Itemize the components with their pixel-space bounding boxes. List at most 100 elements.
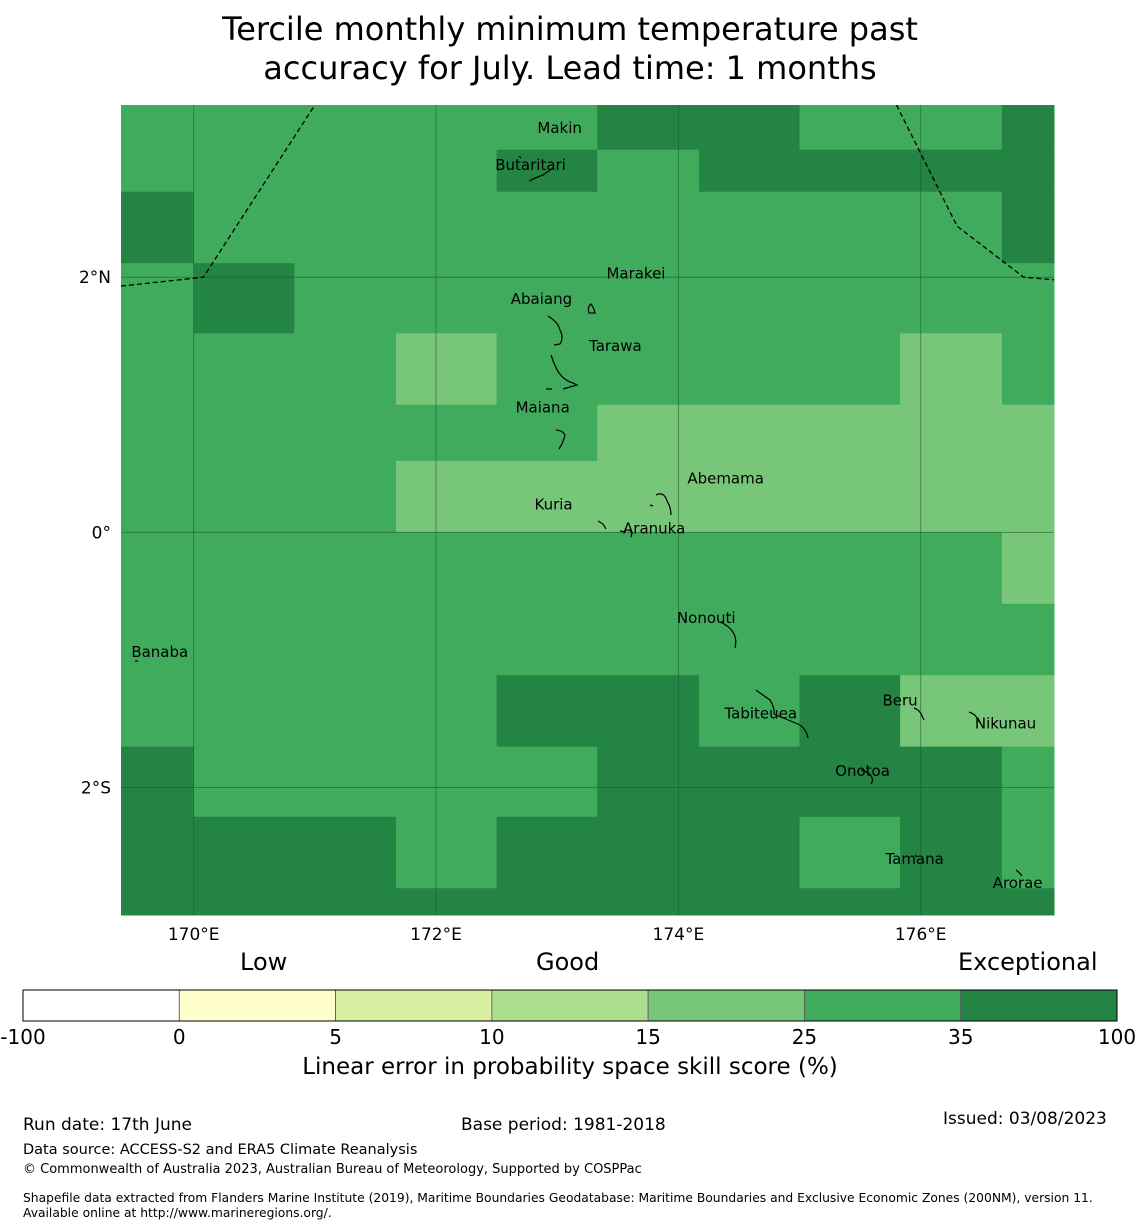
grid-cell bbox=[396, 888, 498, 916]
grid-cell bbox=[698, 333, 801, 406]
grid-cell bbox=[396, 191, 498, 264]
grid-cell bbox=[1001, 149, 1055, 193]
grid-cell bbox=[597, 603, 700, 676]
colorbar-tick-label: 15 bbox=[635, 1025, 661, 1049]
base-period: Base period: 1981-2018 bbox=[461, 1115, 666, 1135]
grid-cell bbox=[1001, 191, 1055, 264]
grid-cell bbox=[294, 603, 397, 676]
grid-cell bbox=[597, 532, 700, 605]
place-label-makin: Makin bbox=[537, 119, 582, 137]
grid-cell bbox=[496, 460, 598, 533]
grid-cell bbox=[900, 263, 1003, 334]
grid-cell bbox=[121, 675, 195, 748]
grid-cell bbox=[121, 746, 195, 818]
place-label-beru: Beru bbox=[883, 692, 918, 710]
grid-cell bbox=[1001, 460, 1055, 533]
lon-tick-label: 170°E bbox=[168, 925, 220, 945]
island-shape-abemama bbox=[649, 493, 672, 516]
grid-cell bbox=[193, 149, 295, 193]
grid-cell bbox=[294, 532, 397, 605]
grid-cell bbox=[900, 746, 1003, 818]
grid-cell bbox=[396, 333, 498, 406]
eez-boundary-east bbox=[895, 104, 1055, 281]
grid-cell bbox=[294, 149, 397, 193]
colorbar-bin bbox=[491, 989, 649, 1022]
data-source: Data source: ACCESS-S2 and ERA5 Climate … bbox=[23, 1142, 418, 1158]
shapefile-credit: Shapefile data extracted from Flanders M… bbox=[23, 1191, 1093, 1220]
grid-cell bbox=[900, 888, 1003, 916]
title-line-2: accuracy for July. Lead time: 1 months bbox=[263, 49, 877, 87]
place-label-butaritari: Butaritari bbox=[495, 156, 566, 174]
category-good-label: Good bbox=[536, 948, 600, 976]
island-shape-tamana bbox=[914, 854, 918, 858]
island-shape-nikunau bbox=[968, 711, 981, 724]
grid-cell bbox=[1001, 404, 1055, 462]
grid-cell bbox=[193, 191, 295, 264]
grid-cell bbox=[193, 460, 295, 533]
colorbar-bin bbox=[647, 989, 805, 1022]
grid-cell bbox=[193, 675, 295, 748]
grid-cell bbox=[799, 191, 901, 264]
lat-tick-label: 2°S bbox=[81, 778, 111, 798]
grid-cell bbox=[597, 263, 700, 334]
grid-cell bbox=[193, 603, 295, 676]
grid-cell bbox=[698, 263, 801, 334]
grid-cell bbox=[799, 532, 901, 605]
colorbar-bin bbox=[960, 989, 1118, 1022]
grid-cell bbox=[597, 816, 700, 889]
grid-cell bbox=[900, 149, 1003, 193]
grid-cell bbox=[799, 263, 901, 334]
grid-cell bbox=[900, 603, 1003, 676]
grid-cell bbox=[121, 888, 195, 916]
grid-cell bbox=[121, 191, 195, 264]
grid-cell bbox=[597, 149, 700, 193]
grid-cell bbox=[799, 746, 901, 818]
grid-cell bbox=[698, 460, 801, 533]
grid-cell bbox=[698, 105, 801, 151]
title-line-1: Tercile monthly minimum temperature past bbox=[222, 10, 918, 48]
grid-cell bbox=[396, 603, 498, 676]
grid-cell bbox=[900, 675, 1003, 748]
grid-cell bbox=[698, 149, 801, 193]
grid-cell bbox=[496, 816, 598, 889]
grid-cell bbox=[799, 603, 901, 676]
grid-cell bbox=[1001, 888, 1055, 916]
grid-cell bbox=[799, 333, 901, 406]
grid-cell bbox=[396, 746, 498, 818]
grid-cell bbox=[900, 532, 1003, 605]
grid-cell bbox=[294, 105, 397, 151]
colorbar-tick-label: 5 bbox=[329, 1025, 342, 1049]
colorbar-tick-label: 35 bbox=[947, 1025, 974, 1049]
island-shape-onotoa bbox=[860, 769, 874, 785]
island-outlines bbox=[135, 155, 1023, 877]
grid-cell bbox=[698, 888, 801, 916]
category-exceptional-label: Exceptional bbox=[958, 948, 1098, 976]
grid-cell bbox=[396, 263, 498, 334]
island-shape-maiana bbox=[555, 429, 566, 450]
grid-cell bbox=[193, 746, 295, 818]
grid-cell bbox=[1001, 816, 1055, 889]
island-shape-makin bbox=[518, 155, 554, 182]
grid-cell bbox=[193, 888, 295, 916]
grid-cell bbox=[900, 816, 1003, 889]
grid-cell bbox=[698, 675, 801, 748]
grid-cell bbox=[121, 105, 195, 151]
grid-cell bbox=[900, 191, 1003, 264]
grid-cell bbox=[597, 746, 700, 818]
grid-cell bbox=[698, 532, 801, 605]
colorbar-tick-label: 100 bbox=[1097, 1025, 1137, 1049]
colorbar-tick-label: -100 bbox=[0, 1025, 46, 1049]
grid-cell bbox=[496, 263, 598, 334]
island-shape-nonouti bbox=[719, 621, 737, 649]
grid-cell bbox=[294, 191, 397, 264]
grid-cell bbox=[496, 191, 598, 264]
grid-cell bbox=[396, 404, 498, 462]
grid-cell bbox=[496, 149, 598, 193]
place-label-tamana: Tamana bbox=[884, 850, 943, 868]
issued-date: Issued: 03/08/2023 bbox=[943, 1109, 1107, 1129]
grid-cell bbox=[193, 816, 295, 889]
grid-cell bbox=[1001, 532, 1055, 605]
grid-cell bbox=[1001, 746, 1055, 818]
grid-cell bbox=[193, 532, 295, 605]
grid-cell bbox=[900, 333, 1003, 406]
